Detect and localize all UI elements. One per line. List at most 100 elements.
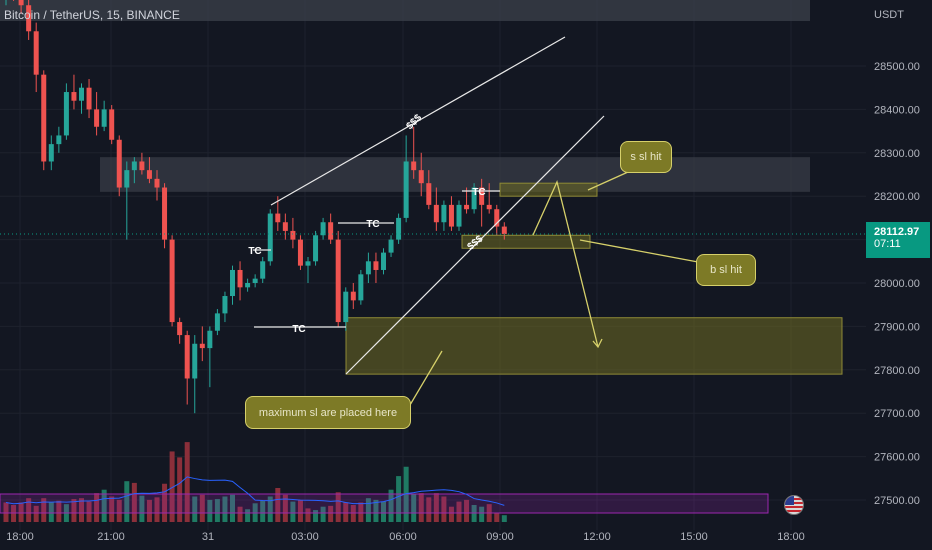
volume-bar	[109, 496, 115, 522]
volume-bar	[411, 493, 417, 522]
candle-body	[441, 204, 447, 223]
y-tick-label: 28400.00	[874, 104, 920, 116]
last-price: 28112.97	[874, 226, 920, 238]
x-tick-label: 15:00	[680, 531, 708, 543]
volume-bar	[41, 498, 47, 522]
volume-bar	[282, 494, 288, 522]
y-tick-label: 27600.00	[874, 452, 920, 464]
volume-bar	[418, 493, 424, 522]
candle-body	[471, 187, 477, 210]
lower-trendline	[345, 115, 605, 375]
candle-body	[79, 87, 84, 101]
candle-body	[486, 204, 492, 210]
candle-body	[479, 187, 485, 205]
candle-body	[464, 204, 470, 210]
volume-bar	[479, 506, 485, 522]
upper-trendline	[270, 36, 566, 206]
max-sl-pointer	[409, 350, 443, 406]
candle-body	[146, 170, 152, 179]
volume-bar	[343, 502, 349, 522]
volume-bar	[275, 488, 281, 522]
volume-bar	[365, 498, 371, 522]
candle-body	[411, 161, 417, 171]
candle-body	[94, 109, 100, 127]
volume-bar	[335, 492, 341, 522]
volume-bar	[56, 500, 62, 522]
x-tick-label: 09:00	[486, 531, 514, 543]
x-tick-label: 18:00	[777, 531, 805, 543]
candle-body	[403, 161, 409, 218]
candle-body	[56, 135, 62, 145]
max-sl-zone	[345, 317, 843, 375]
volume-bar	[207, 499, 213, 522]
volume-bar	[162, 483, 168, 522]
candle-body	[275, 213, 281, 223]
candle-body	[426, 183, 432, 205]
volume-bar	[433, 493, 439, 522]
volume-bar	[184, 442, 190, 522]
candle-body	[154, 178, 160, 188]
x-tick-label: 31	[202, 531, 214, 543]
volume-bar	[456, 501, 462, 522]
volume-bar	[373, 499, 379, 522]
currency-label: USDT	[874, 9, 904, 21]
volume-bar	[396, 476, 402, 522]
volume-bar	[388, 489, 394, 522]
candle-body	[177, 322, 183, 336]
candle-body	[328, 222, 334, 240]
candle-body	[252, 278, 258, 283]
volume-bar	[71, 499, 77, 522]
volume-bar	[177, 457, 183, 522]
tc-label: TC	[366, 219, 379, 230]
x-tick-label: 18:00	[6, 531, 34, 543]
candle-body	[494, 209, 500, 227]
y-tick-label: 28200.00	[874, 191, 920, 203]
volume-bar	[3, 502, 9, 522]
y-tick-label: 28300.00	[874, 148, 920, 160]
s-sl-box	[499, 182, 598, 197]
x-tick-label: 12:00	[583, 531, 611, 543]
us-flag-icon[interactable]	[784, 495, 804, 515]
candle-body	[199, 343, 205, 349]
candle-body	[230, 269, 235, 297]
volume-bar	[154, 497, 160, 522]
volume-bar	[169, 451, 175, 522]
volume-bar	[297, 499, 303, 522]
s-sl-pointer	[587, 171, 629, 191]
volume-bar	[230, 494, 235, 522]
candle-body	[86, 87, 92, 110]
y-tick-label: 27900.00	[874, 321, 920, 333]
volume-bar	[79, 498, 84, 522]
tc-label: TC	[248, 246, 261, 257]
candle-body	[162, 187, 168, 240]
candle-body	[320, 222, 326, 236]
volume-bar	[290, 501, 296, 522]
y-tick-label: 27800.00	[874, 365, 920, 377]
candle-body	[237, 269, 243, 288]
b-sl-callout[interactable]: b sl hit	[696, 254, 756, 286]
candle-body	[48, 144, 54, 162]
candle-body	[207, 330, 213, 349]
y-tick-label: 27700.00	[874, 408, 920, 420]
volume-bar	[33, 505, 39, 522]
volume-bar	[464, 499, 470, 522]
candle-body	[305, 261, 311, 266]
x-tick-label: 06:00	[389, 531, 417, 543]
s-sl-callout[interactable]: s sl hit	[620, 141, 672, 173]
volume-ma-line	[5, 476, 505, 506]
max-sl-callout[interactable]: maximum sl are placed here	[245, 396, 411, 429]
volume-bar	[101, 489, 107, 522]
volume-bar	[124, 481, 130, 522]
volume-bar	[222, 496, 228, 522]
candle-body	[18, 0, 24, 6]
volume-bar	[192, 496, 198, 522]
volume-bar	[448, 506, 454, 522]
projection-path	[532, 180, 599, 348]
volume-bar	[260, 500, 266, 522]
symbol-title[interactable]: Bitcoin / TetherUS, 15, BINANCE	[4, 8, 180, 22]
y-tick-label: 27500.00	[874, 495, 920, 507]
volume-bar	[199, 494, 205, 522]
projection-arrowhead	[592, 338, 603, 349]
